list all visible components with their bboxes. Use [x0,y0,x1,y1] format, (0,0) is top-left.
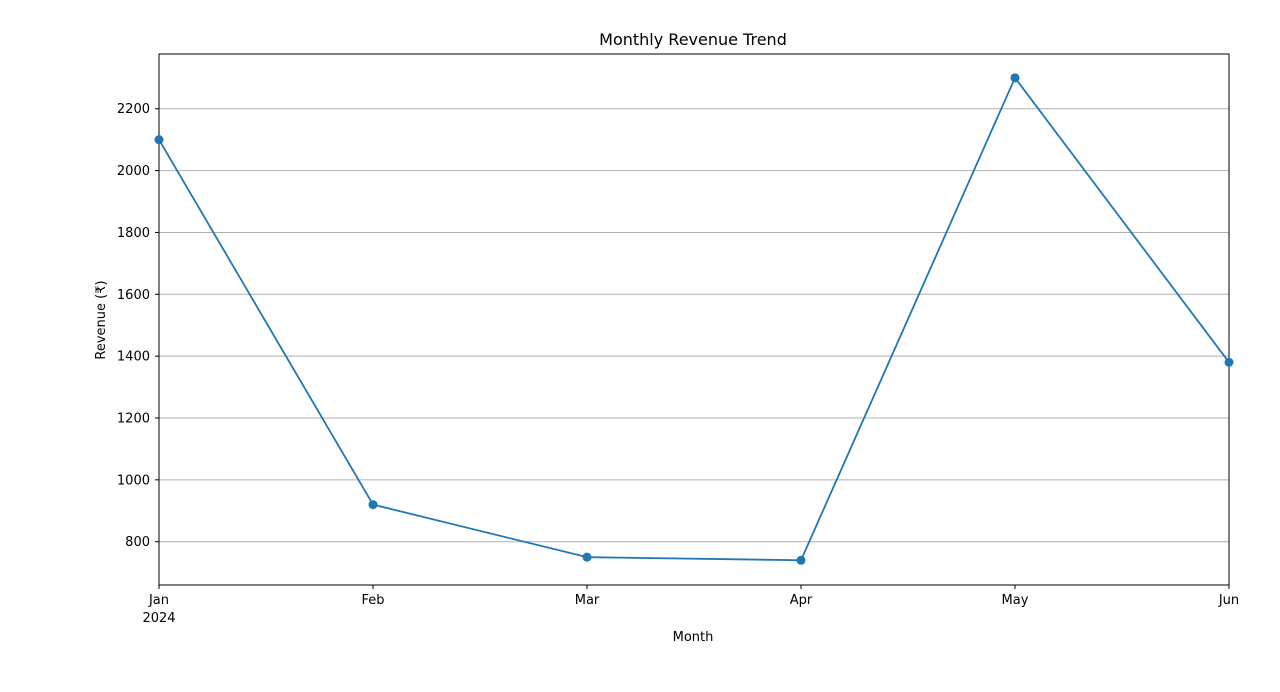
data-point [582,552,592,562]
y-tick-label: 800 [125,535,150,550]
y-tick-label: 2200 [117,102,150,117]
plot-area-frame [158,53,1230,586]
y-axis-ticks: 800 1000 1200 1400 1600 1800 2000 2200 [117,102,159,550]
data-point [1224,357,1234,367]
y-tick-label: 2000 [117,164,150,179]
x-tick-label: Jan [148,593,169,608]
y-tick-label: 1800 [117,226,150,241]
x-tick-label: Feb [361,593,384,608]
x-tick-label: Mar [575,593,600,608]
data-point [1010,73,1020,83]
series-line [158,76,1230,562]
x-axis-year-label: 2024 [142,611,175,626]
x-axis-label: Month [673,630,714,645]
x-tick-label: May [1002,593,1029,608]
x-tick-label: Jun [1218,593,1239,608]
chart-title: Monthly Revenue Trend [599,30,787,49]
y-tick-label: 1000 [117,473,150,488]
data-point [154,135,164,145]
x-tick-label: Apr [790,593,813,608]
y-tick-label: 1200 [117,411,150,426]
x-axis-ticks: Jan Feb Mar Apr May Jun [148,585,1239,608]
y-tick-label: 1600 [117,288,150,303]
grid-lines [159,108,1229,543]
series-group [154,73,1234,565]
y-tick-label: 1400 [117,350,150,365]
data-point [796,555,806,565]
data-point [368,500,378,510]
y-axis-label: Revenue (₹) [94,280,109,359]
